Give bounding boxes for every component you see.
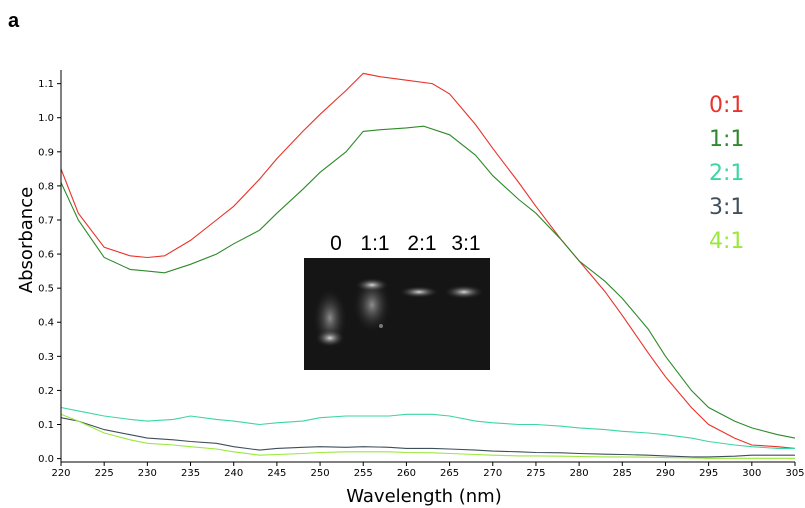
legend-entry-3-1: 3:1 [709, 195, 744, 220]
y-tick-label: 0.1 [38, 420, 54, 431]
y-tick-label: 0.7 [38, 215, 54, 226]
legend-entry-1-1: 1:1 [709, 127, 744, 152]
x-tick-label: 305 [785, 468, 804, 479]
y-tick-label: 0.2 [38, 386, 54, 397]
series-line-4-1 [60, 413, 795, 459]
x-tick-label: 295 [699, 468, 718, 479]
gel-band-lane-2 [355, 278, 389, 292]
x-tick-label: 245 [267, 468, 286, 479]
x-tick-label: 220 [51, 468, 70, 479]
gel-band-lane-2-smear [353, 277, 391, 333]
x-tick-label: 255 [354, 468, 373, 479]
legend: 0:1 1:1 2:1 3:1 4:1 [709, 93, 744, 254]
y-axis-title: Absorbance [16, 187, 37, 293]
series-line-3-1 [60, 417, 795, 458]
x-axis-title: Wavelength (nm) [346, 486, 502, 507]
legend-entry-0-1: 0:1 [709, 93, 744, 118]
series-line-1-1 [60, 125, 796, 439]
y-tick-label: 0.3 [38, 352, 54, 363]
x-tick-label: 290 [656, 468, 675, 479]
y-tick-label: 0.4 [38, 318, 54, 329]
gel-inset: 0 1:1 2:1 3:1 [304, 232, 490, 370]
gel-band-lane-1 [315, 329, 345, 347]
series-layer [60, 72, 796, 459]
y-tick-label: 1.1 [38, 79, 54, 90]
x-tick-label: 230 [138, 468, 157, 479]
x-tick-label: 260 [397, 468, 416, 479]
panel-label: a [8, 10, 20, 32]
x-tick-label: 250 [311, 468, 330, 479]
y-tick-label: 1.0 [38, 113, 54, 124]
y-tick-label: 0.6 [38, 250, 54, 261]
x-tick-label: 275 [526, 468, 545, 479]
legend-entry-4-1: 4:1 [709, 229, 744, 254]
x-tick-label: 240 [224, 468, 243, 479]
x-tick-label: 280 [570, 468, 589, 479]
y-tick-label: 0.5 [38, 284, 54, 295]
axes-layer: 220 225 230 235 240 245 250 255 260 265 270 275 280 2… [38, 70, 805, 479]
y-tick-label: 0.8 [38, 181, 54, 192]
legend-entry-2-1: 2:1 [709, 161, 744, 186]
x-tick-label: 235 [181, 468, 200, 479]
x-tick-label: 300 [742, 468, 761, 479]
y-tick-label: 0.9 [38, 147, 54, 158]
gel-band-lane-3 [399, 286, 439, 298]
gel-lane-label-1: 0 [330, 232, 342, 255]
gel-speck [379, 324, 383, 328]
y-tick-label: 0.0 [38, 454, 54, 465]
gel-lane-label-2: 1:1 [360, 232, 389, 255]
series-line-0-1 [60, 72, 796, 449]
x-tick-label: 225 [95, 468, 114, 479]
x-tick-label: 270 [483, 468, 502, 479]
x-tick-label: 265 [440, 468, 459, 479]
x-tick-label: 285 [613, 468, 632, 479]
gel-lane-label-3: 2:1 [407, 232, 436, 255]
gel-lane-label-4: 3:1 [451, 232, 480, 255]
gel-band-lane-4 [444, 285, 484, 299]
series-line-2-1 [60, 406, 795, 449]
